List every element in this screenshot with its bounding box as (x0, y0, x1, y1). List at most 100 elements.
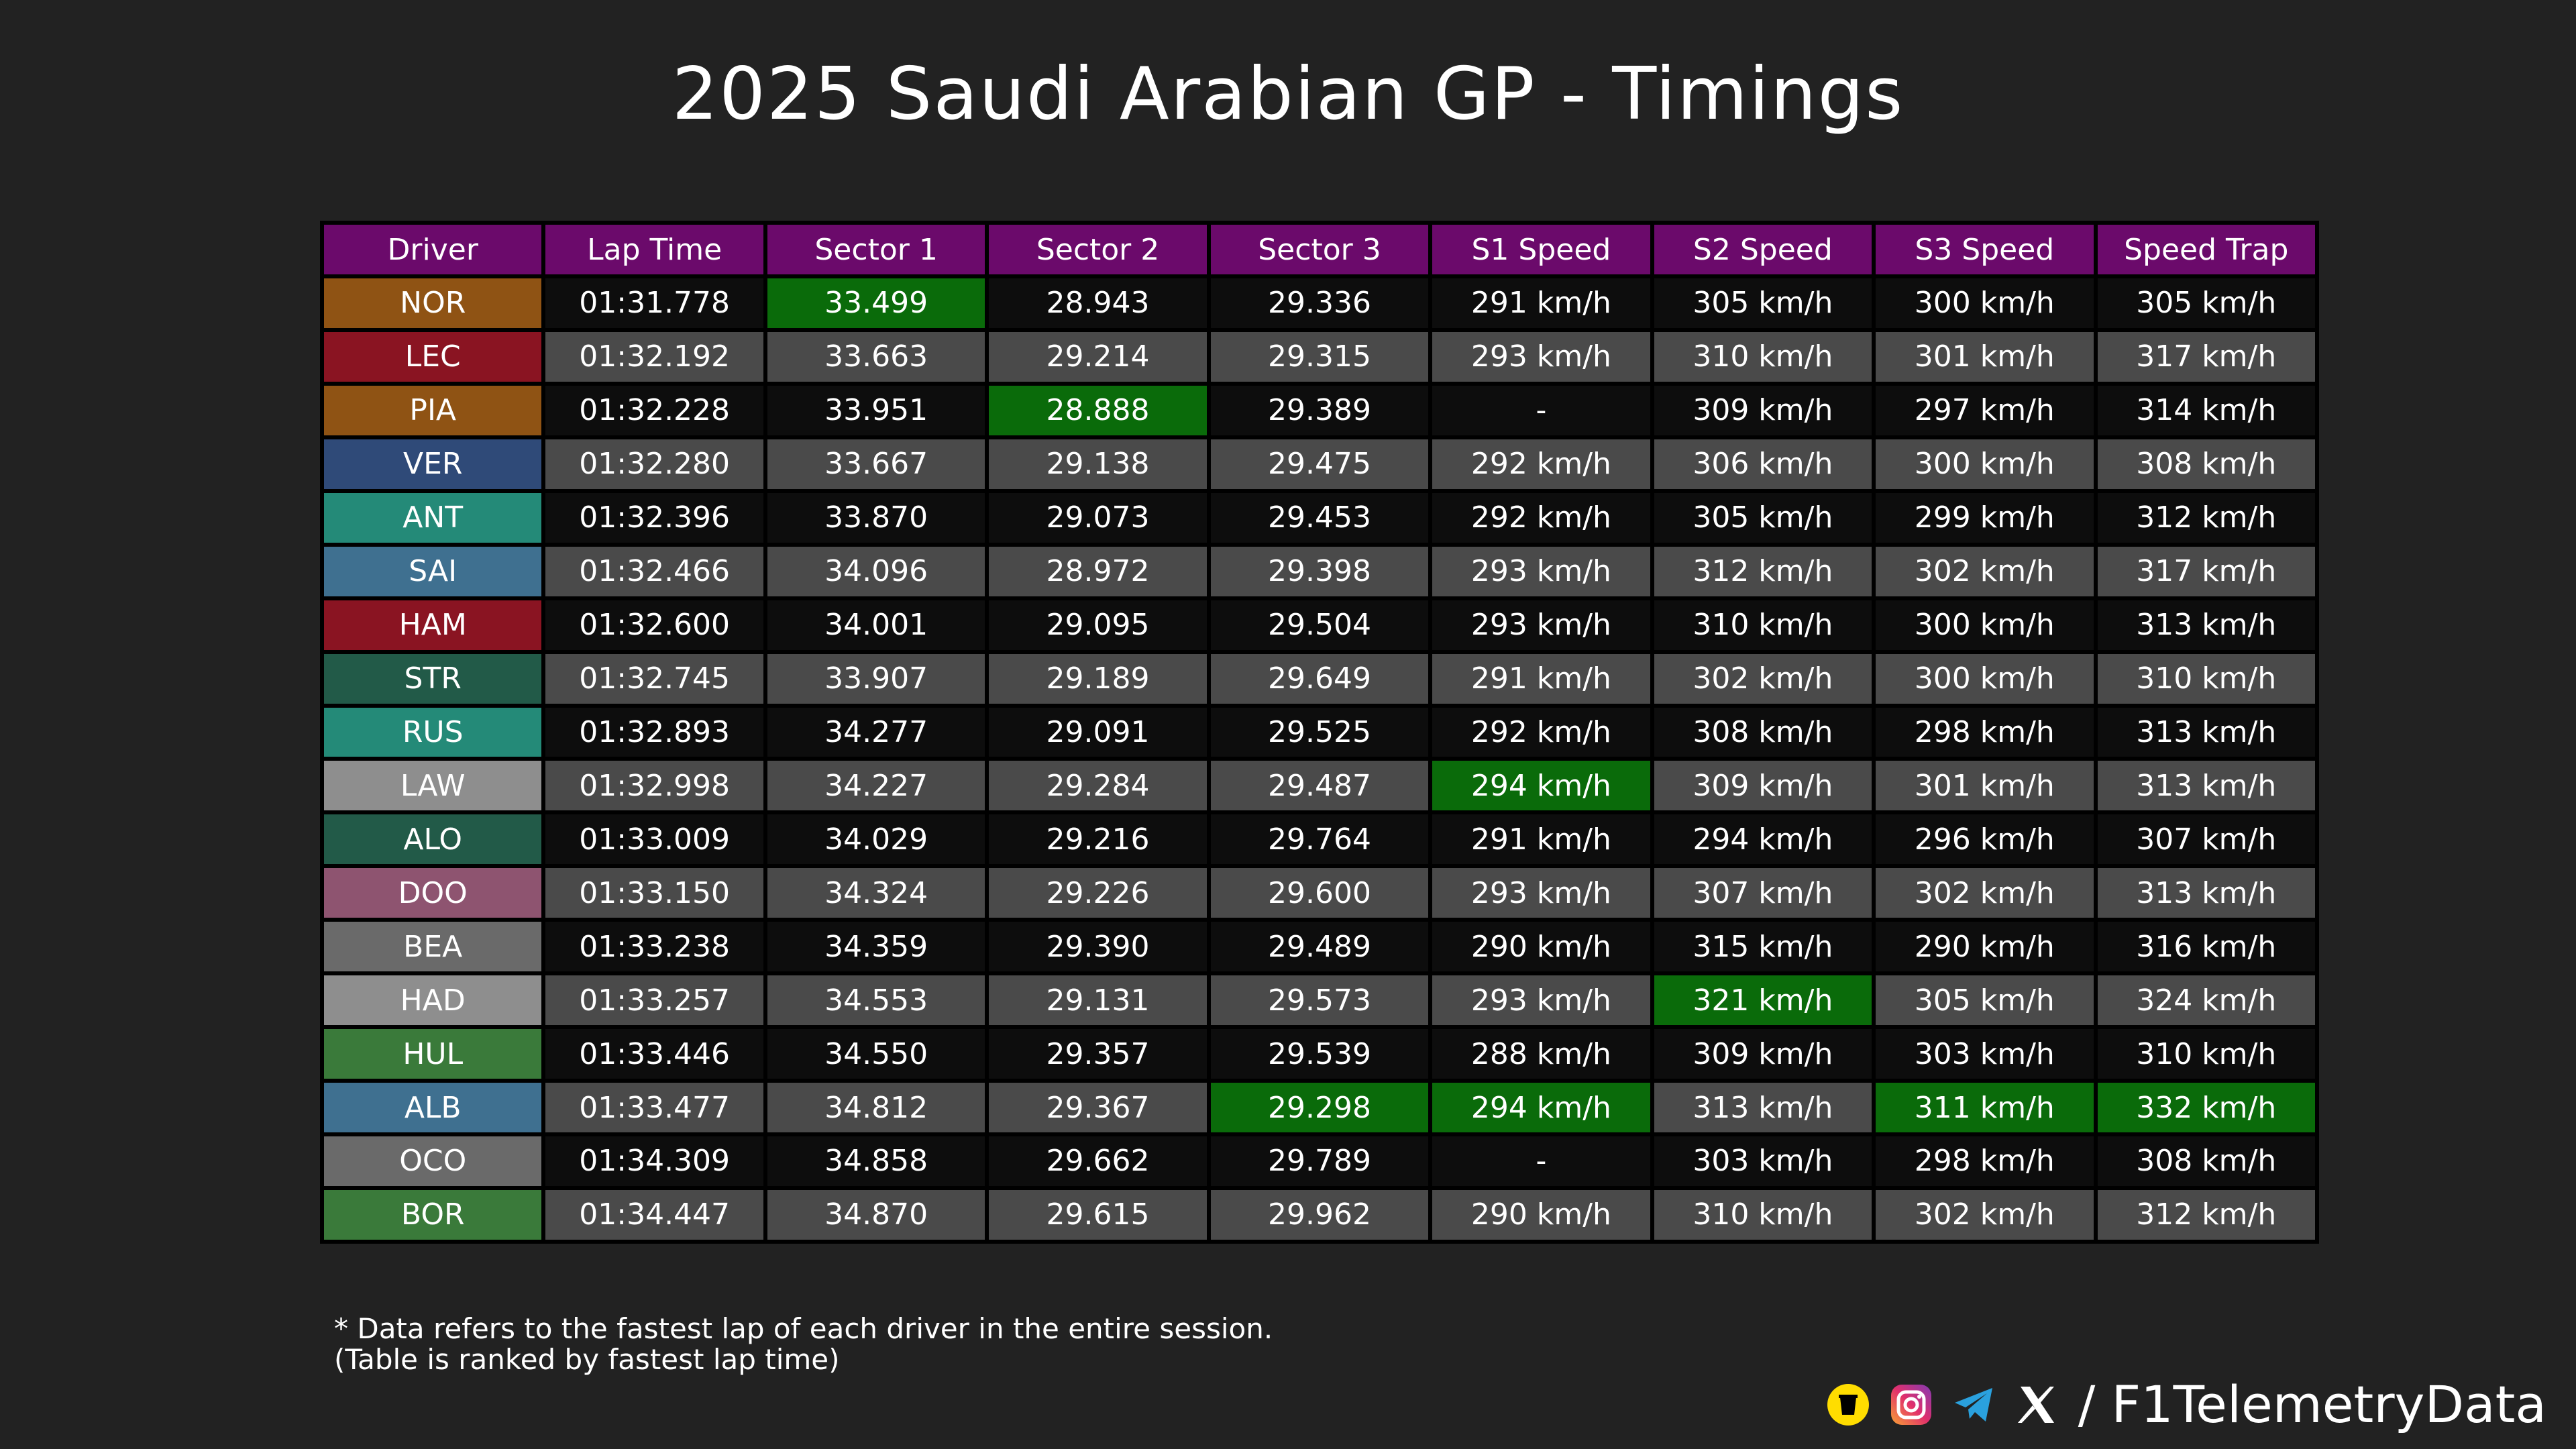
table-cell: 01:32.228 (545, 385, 763, 435)
table-row: SAI 01:32.466 34.096 28.972 29.398 293 km/h 31… (324, 546, 2315, 596)
driver-cell: LAW (324, 761, 542, 811)
table-cell: 310 km/h (1654, 1189, 1872, 1240)
table-cell: 29.390 (989, 922, 1207, 972)
table-cell: 01:32.396 (545, 492, 763, 543)
table-cell: 291 km/h (1432, 814, 1650, 865)
table-cell: 01:32.893 (545, 707, 763, 757)
driver-cell: LEC (324, 331, 542, 382)
footer-socials: / F1TelemetryData (1826, 1375, 2546, 1434)
table-cell: 291 km/h (1432, 653, 1650, 704)
table-cell: 315 km/h (1654, 922, 1872, 972)
footer-handle[interactable]: / F1TelemetryData (2078, 1375, 2546, 1434)
table-cell: 29.453 (1210, 492, 1429, 543)
table-cell: 29.525 (1210, 707, 1429, 757)
table-cell: 294 km/h (1432, 1083, 1650, 1132)
table-cell: 29.336 (1210, 278, 1429, 328)
driver-cell: BOR (324, 1189, 542, 1240)
table-cell: 296 km/h (1876, 814, 2094, 865)
column-header: Sector 1 (767, 225, 985, 274)
table-cell: 29.367 (989, 1083, 1207, 1132)
table-cell: 313 km/h (2097, 707, 2315, 757)
table-cell: 300 km/h (1876, 439, 2094, 489)
table-cell: 312 km/h (1654, 546, 1872, 596)
table-cell: 291 km/h (1432, 278, 1650, 328)
table-cell: 307 km/h (1654, 868, 1872, 918)
column-header: Driver (324, 225, 542, 274)
telegram-icon[interactable] (1952, 1383, 1996, 1427)
table-cell: 01:32.466 (545, 546, 763, 596)
bmc-icon[interactable] (1826, 1383, 1870, 1427)
table-cell: 300 km/h (1876, 653, 2094, 704)
table-cell: 298 km/h (1876, 707, 2094, 757)
table-cell: 29.789 (1210, 1136, 1429, 1186)
driver-cell: PIA (324, 385, 542, 435)
table-cell: 308 km/h (2097, 1136, 2315, 1186)
table-cell: 29.216 (989, 814, 1207, 865)
table-cell: 29.475 (1210, 439, 1429, 489)
table-cell: 302 km/h (1876, 868, 2094, 918)
driver-cell: ANT (324, 492, 542, 543)
table-cell: 293 km/h (1432, 331, 1650, 382)
instagram-icon[interactable] (1889, 1383, 1933, 1427)
table-cell: 28.888 (989, 385, 1207, 435)
table-cell: 01:34.309 (545, 1136, 763, 1186)
table-cell: 01:32.280 (545, 439, 763, 489)
table-cell: 28.972 (989, 546, 1207, 596)
table-cell: 29.138 (989, 439, 1207, 489)
table-row: LEC 01:32.192 33.663 29.214 29.315 293 km/h 31… (324, 331, 2315, 382)
table-cell: 29.662 (989, 1136, 1207, 1186)
table-cell: 29.649 (1210, 653, 1429, 704)
table-cell: 29.189 (989, 653, 1207, 704)
x-icon[interactable] (2015, 1383, 2059, 1427)
footnote-line: (Table is ranked by fastest lap time) (334, 1343, 840, 1376)
table-cell: 01:32.745 (545, 653, 763, 704)
driver-cell: RUS (324, 707, 542, 757)
table-row: ALB 01:33.477 34.812 29.367 29.298 294 km/h 31… (324, 1083, 2315, 1132)
table-cell: 303 km/h (1654, 1136, 1872, 1186)
table-cell: 29.962 (1210, 1189, 1429, 1240)
table-cell: 29.398 (1210, 546, 1429, 596)
table-row: ANT 01:32.396 33.870 29.073 29.453 292 km/h 30… (324, 492, 2315, 543)
table-cell: 302 km/h (1654, 653, 1872, 704)
table-cell: 290 km/h (1432, 1189, 1650, 1240)
table-cell: 310 km/h (1654, 600, 1872, 650)
footnote: * Data refers to the fastest lap of each… (334, 1313, 1273, 1375)
table-cell: 34.029 (767, 814, 985, 865)
table-cell: 308 km/h (2097, 439, 2315, 489)
table-cell: 310 km/h (2097, 653, 2315, 704)
table-cell: 33.499 (767, 278, 985, 328)
table-header-row: Driver Lap Time Sector 1 Sector 2 Sector… (324, 225, 2315, 274)
table-cell: 300 km/h (1876, 278, 2094, 328)
table-cell: 313 km/h (2097, 868, 2315, 918)
table-cell: 29.573 (1210, 975, 1429, 1026)
driver-cell: NOR (324, 278, 542, 328)
table-cell: 01:33.150 (545, 868, 763, 918)
table-cell: 313 km/h (1654, 1083, 1872, 1132)
table-cell: 292 km/h (1432, 492, 1650, 543)
table-cell: 29.214 (989, 331, 1207, 382)
table-cell: 01:33.238 (545, 922, 763, 972)
table-cell: 310 km/h (2097, 1029, 2315, 1079)
table-cell: 29.389 (1210, 385, 1429, 435)
timings-table-container: Driver Lap Time Sector 1 Sector 2 Sector… (320, 221, 2319, 1244)
table-cell: 01:33.257 (545, 975, 763, 1026)
table-cell: 309 km/h (1654, 1029, 1872, 1079)
table-cell: 288 km/h (1432, 1029, 1650, 1079)
table-cell: 34.553 (767, 975, 985, 1026)
table-cell: 29.095 (989, 600, 1207, 650)
table-cell: 34.812 (767, 1083, 985, 1132)
table-cell: 33.663 (767, 331, 985, 382)
table-cell: 29.600 (1210, 868, 1429, 918)
table-row: HAD 01:33.257 34.553 29.131 29.573 293 km/h 32… (324, 975, 2315, 1026)
table-cell: 34.096 (767, 546, 985, 596)
table-cell: 308 km/h (1654, 707, 1872, 757)
table-row: STR 01:32.745 33.907 29.189 29.649 291 km/h 30… (324, 653, 2315, 704)
table-row: OCO 01:34.309 34.858 29.662 29.789-303 km/h 2… (324, 1136, 2315, 1186)
table-row: ALO 01:33.009 34.029 29.216 29.764 291 km/h 29… (324, 814, 2315, 865)
table-cell: 293 km/h (1432, 600, 1650, 650)
table-cell: 33.907 (767, 653, 985, 704)
footnote-line: * Data refers to the fastest lap of each… (334, 1312, 1273, 1345)
table-cell: 34.359 (767, 922, 985, 972)
table-cell: 313 km/h (2097, 761, 2315, 811)
table-cell: 293 km/h (1432, 546, 1650, 596)
